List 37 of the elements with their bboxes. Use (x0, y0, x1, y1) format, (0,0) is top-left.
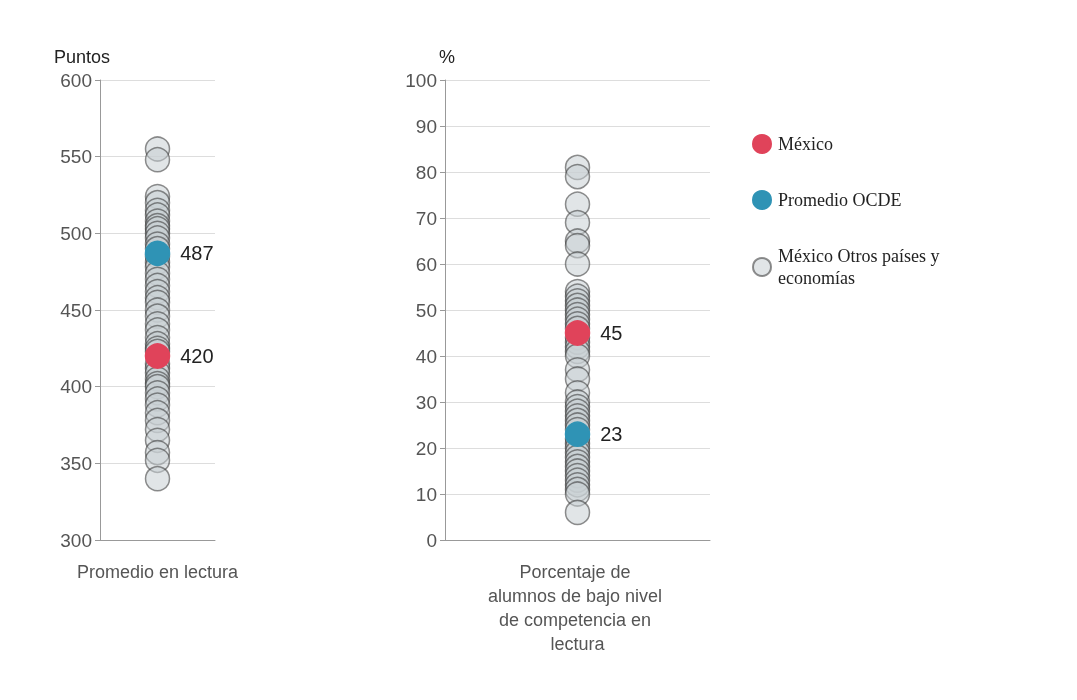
y-tick-label: 550 (60, 146, 92, 168)
point (564, 499, 591, 526)
point (564, 251, 591, 277)
y-tick-label: 40 (415, 345, 437, 367)
point (564, 421, 591, 447)
point (144, 146, 171, 173)
y-tick-label: 60 (415, 253, 437, 275)
y-axis-title: Puntos (53, 47, 110, 67)
point (144, 343, 171, 369)
y-tick-label: 0 (426, 529, 437, 551)
y-tick-label: 450 (60, 299, 92, 321)
y-tick-label: 500 (60, 222, 92, 244)
y-tick-label: 350 (60, 452, 92, 474)
legend-label: Promedio OCDE (778, 190, 902, 210)
y-tick-label: 20 (415, 437, 437, 459)
y-tick-label: 600 (60, 69, 92, 91)
x-tick-label: Porcentaje de alumnos de bajo nivel de competencia en lectura (487, 562, 668, 654)
y-tick-label: 70 (415, 207, 437, 229)
y-axis-title: % (438, 47, 455, 67)
y-tick-label: 30 (415, 391, 437, 413)
point (144, 465, 171, 492)
legend-label: México (778, 134, 833, 154)
y-tick-label: 300 (60, 529, 92, 551)
legend-label: México Otros países y economías (778, 246, 944, 288)
y-tick-label: 400 (60, 376, 92, 398)
y-tick-label: 90 (415, 115, 437, 137)
data-label: 23 (600, 423, 623, 446)
point (564, 320, 591, 346)
y-tick-label: 50 (415, 299, 437, 321)
y-tick-label: 80 (415, 161, 437, 183)
data-label: 487 (180, 242, 214, 265)
point (564, 163, 591, 190)
y-tick-label: 10 (415, 483, 437, 505)
x-tick-label: Promedio en lectura (76, 562, 240, 582)
y-tick-label: 100 (405, 69, 437, 91)
data-label: 420 (180, 345, 214, 367)
data-label: 45 (600, 322, 623, 344)
